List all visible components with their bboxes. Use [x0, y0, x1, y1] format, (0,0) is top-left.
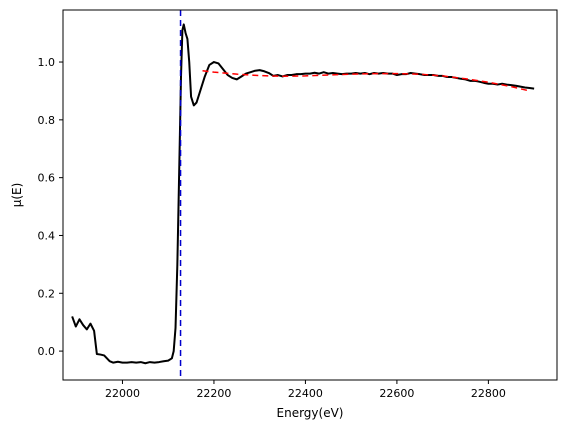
y-tick-label: 0.8 [38, 114, 56, 127]
post-edge-fit-line [202, 69, 530, 92]
x-tick-label: 22800 [471, 387, 506, 400]
x-tick-label: 22400 [288, 387, 323, 400]
y-tick-label: 0.2 [38, 287, 56, 300]
y-axis: 0.0 0.2 0.4 0.6 0.8 1.0 [38, 56, 63, 358]
y-axis-label: μ(E) [10, 183, 24, 208]
y-tick-label: 0.4 [38, 229, 56, 242]
y-tick-label: 0.0 [38, 345, 56, 358]
x-axis: 22000 22200 22400 22600 22800 [105, 380, 506, 400]
y-tick-label: 0.6 [38, 172, 56, 185]
x-axis-label: Energy(eV) [277, 406, 344, 420]
y-tick-label: 1.0 [38, 56, 56, 69]
x-tick-label: 22000 [105, 387, 140, 400]
axes-frame [62, 9, 558, 381]
x-tick-label: 22200 [196, 387, 231, 400]
mu-e-series-line [71, 23, 535, 365]
x-tick-label: 22600 [379, 387, 414, 400]
series-layer [71, 23, 535, 365]
